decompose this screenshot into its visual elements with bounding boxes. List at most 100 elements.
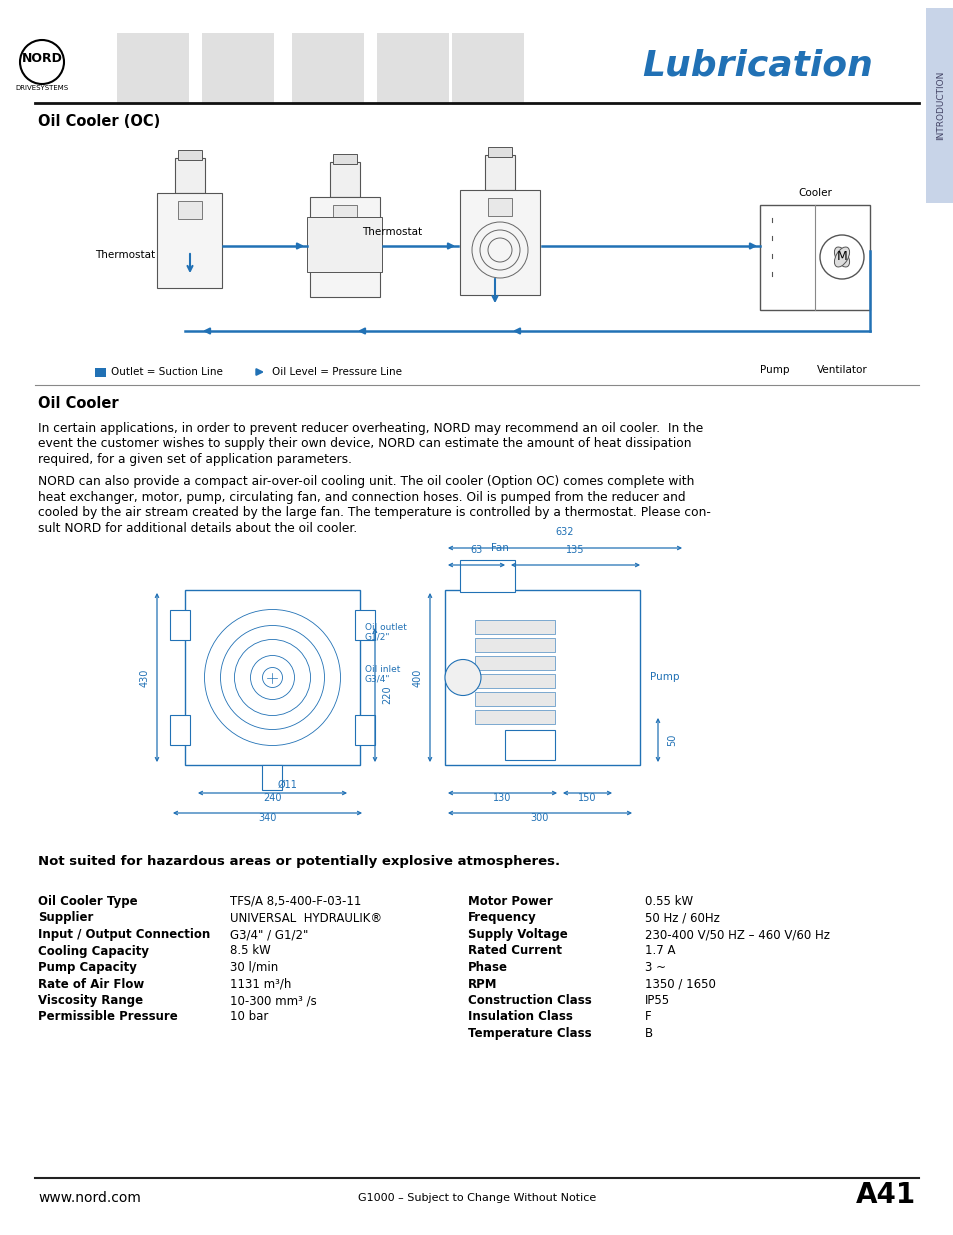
Text: 0.55 kW: 0.55 kW [644, 895, 693, 908]
Bar [488, 147, 512, 157]
Bar [484, 156, 515, 190]
Text: Oil Level = Pressure Line: Oil Level = Pressure Line [272, 367, 401, 377]
Text: 1131 m³/h: 1131 m³/h [230, 977, 291, 990]
Text: M: M [836, 251, 846, 263]
Text: Cooler: Cooler [798, 188, 831, 198]
Text: Pump: Pump [649, 673, 679, 683]
Text: G1/2": G1/2" [365, 632, 390, 641]
Text: heat exchanger, motor, pump, circulating fan, and connection hoses. Oil is pumpe: heat exchanger, motor, pump, circulating… [38, 490, 685, 504]
Bar [185, 590, 359, 764]
Text: required, for a given set of application parameters.: required, for a given set of application… [38, 453, 352, 466]
Text: Ø11: Ø11 [277, 781, 297, 790]
Text: DRIVESYSTEMS: DRIVESYSTEMS [15, 85, 69, 91]
Text: Rate of Air Flow: Rate of Air Flow [38, 977, 144, 990]
Ellipse shape [834, 247, 849, 267]
Bar [330, 162, 359, 198]
Bar [459, 190, 539, 295]
Bar [376, 33, 449, 105]
Bar [333, 154, 356, 164]
Text: Oil Cooler: Oil Cooler [38, 395, 118, 410]
Text: Oil Cooler Type: Oil Cooler Type [38, 895, 137, 908]
Text: G3/4" / G1/2": G3/4" / G1/2" [230, 927, 308, 941]
Text: sult NORD for additional details about the oil cooler.: sult NORD for additional details about t… [38, 521, 356, 535]
Bar [760, 205, 869, 310]
Text: 400: 400 [413, 668, 422, 687]
Bar [452, 33, 523, 105]
Text: 30 l/min: 30 l/min [230, 961, 278, 974]
Text: 1350 / 1650: 1350 / 1650 [644, 977, 715, 990]
Bar [504, 730, 555, 760]
Text: Thermostat: Thermostat [95, 249, 155, 261]
Bar [310, 198, 379, 296]
Bar [475, 620, 555, 634]
Text: TFS/A 8,5-400-F-03-11: TFS/A 8,5-400-F-03-11 [230, 895, 361, 908]
Bar [925, 7, 953, 203]
Text: 300: 300 [530, 813, 549, 823]
Text: 3 ~: 3 ~ [644, 961, 665, 974]
Text: Not suited for hazardous areas or potentially explosive atmospheres.: Not suited for hazardous areas or potent… [38, 855, 559, 868]
Text: Fan: Fan [491, 543, 508, 553]
Bar [475, 638, 555, 652]
Bar [488, 198, 512, 216]
Text: RPM: RPM [468, 977, 497, 990]
Bar [475, 674, 555, 688]
Bar [355, 610, 375, 640]
Text: Supplier: Supplier [38, 911, 93, 925]
Text: Temperature Class: Temperature Class [468, 1028, 591, 1040]
Bar [178, 201, 202, 219]
Text: Thermostat: Thermostat [361, 227, 421, 237]
Text: INTRODUCTION: INTRODUCTION [936, 70, 944, 141]
Text: Construction Class: Construction Class [468, 994, 591, 1007]
Bar [307, 217, 381, 272]
Bar [170, 610, 190, 640]
Text: 50: 50 [666, 734, 677, 746]
Text: In certain applications, in order to prevent reducer overheating, NORD may recom: In certain applications, in order to pre… [38, 422, 702, 435]
Text: 340: 340 [258, 813, 276, 823]
Text: 220: 220 [381, 685, 392, 704]
Text: 240: 240 [263, 793, 281, 803]
Bar [170, 715, 190, 745]
Text: 63: 63 [470, 545, 482, 555]
Text: Lubrication: Lubrication [642, 48, 873, 82]
Bar [292, 33, 364, 105]
Bar [178, 149, 202, 161]
Text: NORD: NORD [22, 52, 62, 64]
Bar [174, 158, 205, 193]
Text: Input / Output Connection: Input / Output Connection [38, 927, 210, 941]
Bar [202, 33, 274, 105]
Text: G1000 – Subject to Change Without Notice: G1000 – Subject to Change Without Notice [357, 1193, 596, 1203]
Text: Ventilator: Ventilator [816, 366, 866, 375]
Bar [475, 692, 555, 706]
Text: IP55: IP55 [644, 994, 669, 1007]
Text: 130: 130 [493, 793, 511, 803]
Text: 150: 150 [578, 793, 597, 803]
Bar [117, 33, 189, 105]
Text: Pump: Pump [760, 366, 789, 375]
Text: Oil Cooler (OC): Oil Cooler (OC) [38, 115, 160, 130]
Ellipse shape [834, 247, 849, 267]
Bar [475, 656, 555, 671]
Text: F: F [644, 1010, 651, 1024]
Text: cooled by the air stream created by the large fan. The temperature is controlled: cooled by the air stream created by the … [38, 506, 710, 519]
Bar [459, 559, 515, 592]
Text: 10-300 mm³ /s: 10-300 mm³ /s [230, 994, 316, 1007]
Text: 230-400 V/50 HZ – 460 V/60 Hz: 230-400 V/50 HZ – 460 V/60 Hz [644, 927, 829, 941]
Text: Oil inlet: Oil inlet [365, 666, 400, 674]
Text: 50 Hz / 60Hz: 50 Hz / 60Hz [644, 911, 720, 925]
Text: 8.5 kW: 8.5 kW [230, 945, 271, 957]
Text: Oil outlet: Oil outlet [365, 624, 406, 632]
Text: Frequency: Frequency [468, 911, 537, 925]
Bar [333, 205, 356, 224]
Text: Supply Voltage: Supply Voltage [468, 927, 567, 941]
Text: 632: 632 [556, 527, 574, 537]
Text: NORD can also provide a compact air-over-oil cooling unit. The oil cooler (Optio: NORD can also provide a compact air-over… [38, 475, 694, 488]
Text: event the customer wishes to supply their own device, NORD can estimate the amou: event the customer wishes to supply thei… [38, 437, 691, 451]
Bar [475, 710, 555, 724]
Text: Permissible Pressure: Permissible Pressure [38, 1010, 177, 1024]
Bar [444, 590, 639, 764]
Text: Insulation Class: Insulation Class [468, 1010, 572, 1024]
Text: Phase: Phase [468, 961, 507, 974]
Text: A41: A41 [855, 1181, 915, 1209]
Bar [262, 764, 282, 790]
Circle shape [444, 659, 480, 695]
